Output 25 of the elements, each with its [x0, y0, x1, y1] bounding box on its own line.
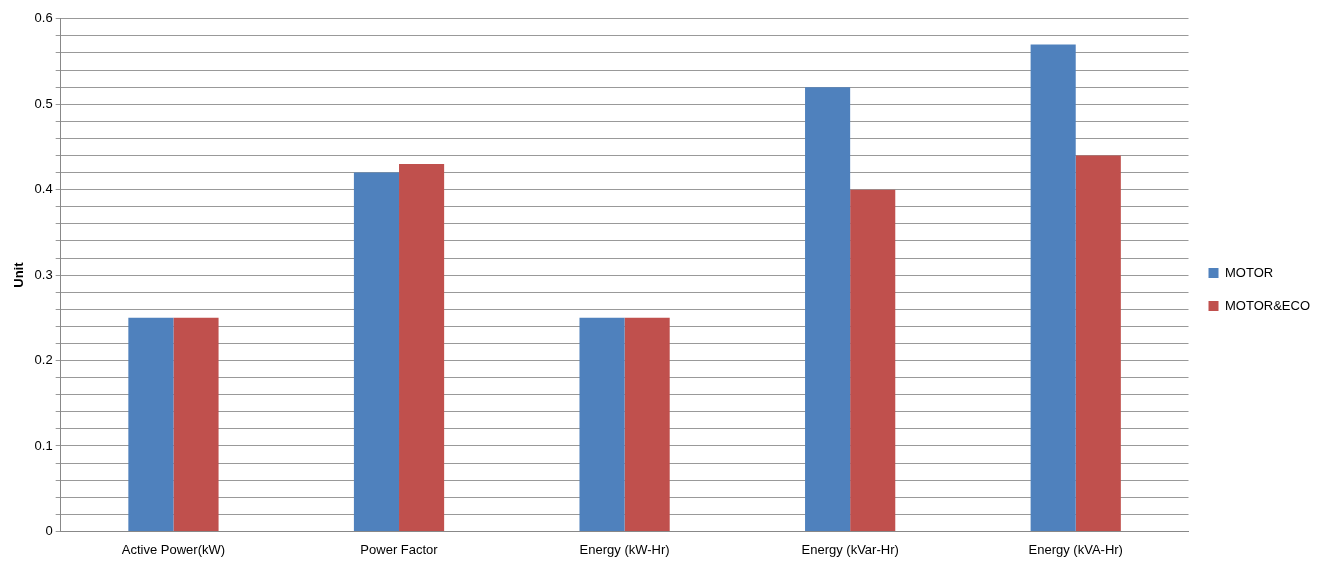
bar [1030, 44, 1076, 531]
x-tick-label: Energy (kVA-Hr) [1028, 541, 1123, 557]
x-tick-label: Power Factor [360, 541, 439, 557]
bar [579, 317, 625, 531]
x-tick-label: Energy (kVar-Hr) [801, 541, 899, 557]
legend-label: MOTOR [1225, 264, 1274, 280]
y-tick-label: 0.2 [34, 352, 53, 368]
bar [1075, 155, 1121, 531]
y-tick-label: 0.1 [34, 437, 53, 453]
bar [353, 172, 400, 531]
bar [624, 317, 670, 531]
y-tick-label: 0.6 [34, 10, 53, 26]
y-tick-label: 0.4 [34, 181, 53, 197]
bar [399, 164, 445, 531]
legend-label: MOTOR&ECO [1225, 297, 1311, 313]
bar [173, 317, 219, 531]
y-tick-label: 0.5 [34, 95, 53, 111]
y-tick-label: 0.3 [34, 266, 53, 282]
bar [805, 87, 851, 531]
y-axis-title: Unit [11, 261, 27, 288]
y-tick-label: 0 [45, 522, 53, 538]
bar [128, 317, 174, 531]
x-tick-label: Energy (kW-Hr) [579, 541, 670, 557]
x-tick-label: Active Power(kW) [121, 541, 226, 557]
bar [850, 189, 896, 531]
